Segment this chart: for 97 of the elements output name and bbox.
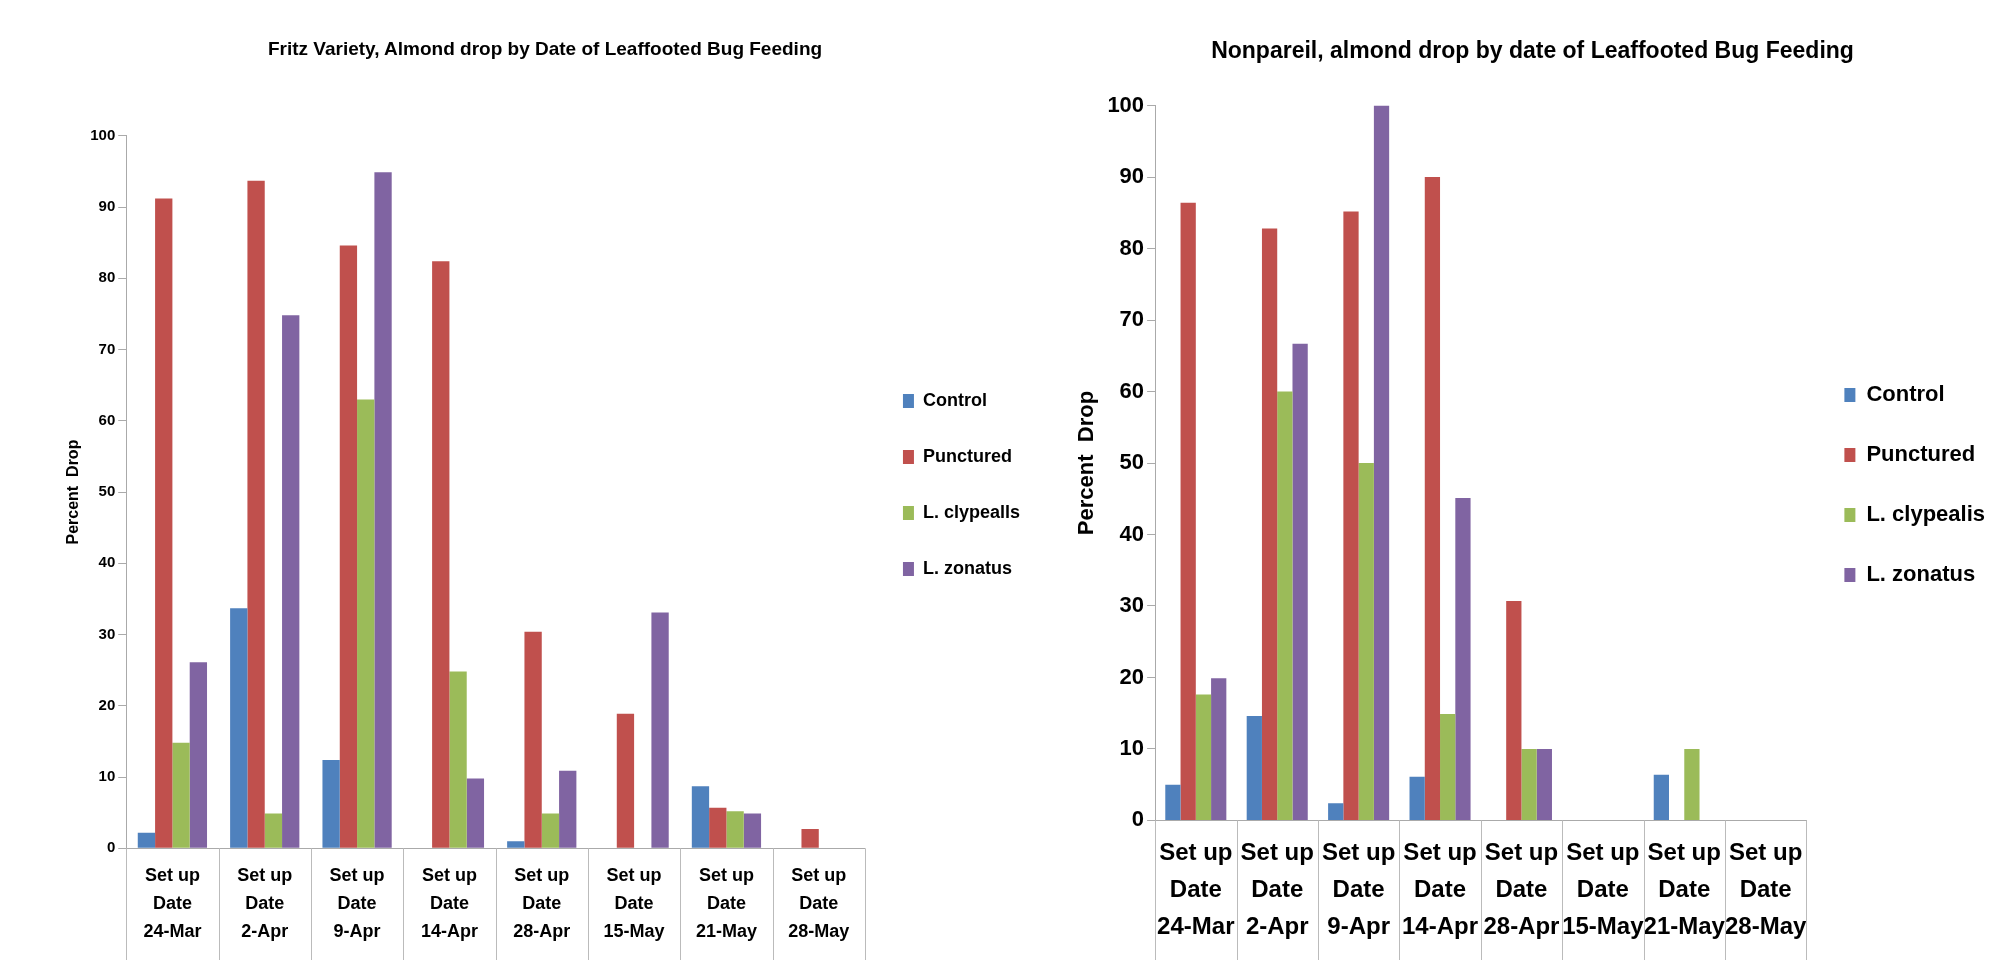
bar [1684,748,1700,820]
bar [616,713,635,848]
bar [1424,177,1441,820]
x-tick-label: Set up Date 15-May [1562,837,1645,940]
bar [1328,803,1344,820]
x-tick-label: Set up Date 15-May [603,865,665,942]
bar [339,245,358,848]
bar [524,631,542,848]
y-tick-label: 70 [1119,306,1145,332]
x-tick-label: Set up Date 24-Mar [1157,837,1235,940]
bar [189,662,208,848]
y-tick-label: 60 [1119,377,1145,403]
y-tick-label: 30 [98,624,116,642]
bar [1506,600,1522,820]
bar [709,807,727,848]
y-tick-label: 80 [1119,234,1145,260]
bar [1536,748,1552,820]
y-tick-label: 50 [1119,449,1145,475]
bar [1277,391,1293,820]
x-tick-label: Set up Date 2-Apr [237,865,293,942]
bar [1521,748,1537,820]
y-tick-label: 70 [98,339,116,357]
bar [1373,105,1390,820]
bar [1165,784,1181,820]
y-tick-label: 20 [98,695,116,713]
y-tick-label: 10 [98,767,116,785]
x-tick-label: Set up Date 14-Apr [1402,837,1479,940]
y-tick-label: 90 [1119,163,1145,189]
bar [1246,716,1262,820]
bar [264,813,283,848]
bar [282,315,300,848]
bar [1211,678,1227,820]
bar [230,608,248,848]
x-tick-label: Set up Date 9-Apr [329,865,385,942]
bar [1358,463,1374,820]
legend-label: L. clypealls [922,501,1021,522]
bar [172,742,190,848]
y-tick-label: 100 [1107,91,1145,117]
bar [1440,713,1456,820]
y-tick-label: 100 [90,125,116,143]
bar [247,180,265,848]
y-axis-title: Percent Drop [64,439,82,545]
x-tick-label: Set up Date 28-Apr [513,865,571,942]
x-tick-label: Set up Date 28-May [1724,837,1808,940]
bar [1261,228,1278,820]
bar [559,770,577,848]
legend-label: Punctured [922,445,1012,466]
y-tick-label: 50 [98,482,116,500]
bar [1343,211,1359,820]
y-tick-label: 30 [1119,592,1145,618]
y-axis-title: Percent Drop [1073,390,1099,536]
bar [1409,776,1425,820]
bar [374,172,392,848]
x-tick-label: Set up Date 21-May [1643,837,1726,940]
bar [432,261,450,848]
x-tick-label: Set up Date 14-Apr [420,865,478,942]
bar [137,832,156,848]
y-tick-label: 80 [98,268,116,286]
x-tick-label: Set up Date 21-May [695,865,757,942]
legend-label: L. zonatus [922,557,1012,578]
legend-label: L. clypealis [1866,501,1986,527]
chart-title: Nonpareil, almond drop by date of Leaffooted Bug Feeding [1211,37,1854,64]
legend-label: Punctured [1866,441,1976,467]
y-tick-label: 60 [98,410,116,428]
bar [1653,774,1670,820]
x-tick-label: Set up Date 2-Apr [1240,837,1314,940]
bar [1292,343,1308,820]
x-tick-label: Set up Date 9-Apr [1321,837,1396,940]
bar [1455,498,1471,820]
bar [726,811,744,848]
y-tick-label: 20 [1119,663,1145,689]
bar [1195,694,1212,820]
bar [801,829,819,848]
x-tick-label: Set up Date 24-Mar [143,865,202,942]
chart-title: Fritz Variety, Almond drop by Date of Leaffooted Bug Feeding [267,37,823,59]
bar [743,813,762,848]
bar [541,813,560,848]
x-tick-label: Set up Date 28-Apr [1483,837,1560,940]
legend-label: L. zonatus [1866,561,1976,587]
bar [1180,202,1196,820]
y-tick-label: 10 [1119,734,1145,760]
bar [449,671,467,848]
bar [466,778,485,848]
y-tick-label: 90 [98,197,116,215]
y-tick-label: 0 [1131,806,1145,832]
legend-label: Control [922,389,987,410]
bar [155,198,173,848]
y-tick-label: 40 [1119,520,1145,546]
bar [322,759,340,848]
legend-label: Control [1866,381,1945,407]
y-tick-label: 0 [106,838,116,856]
x-tick-label: Set up Date 28-May [788,865,850,942]
bar [691,786,710,848]
bar [651,612,669,848]
bar [357,399,375,848]
y-tick-label: 40 [98,553,116,571]
bar [507,841,525,848]
